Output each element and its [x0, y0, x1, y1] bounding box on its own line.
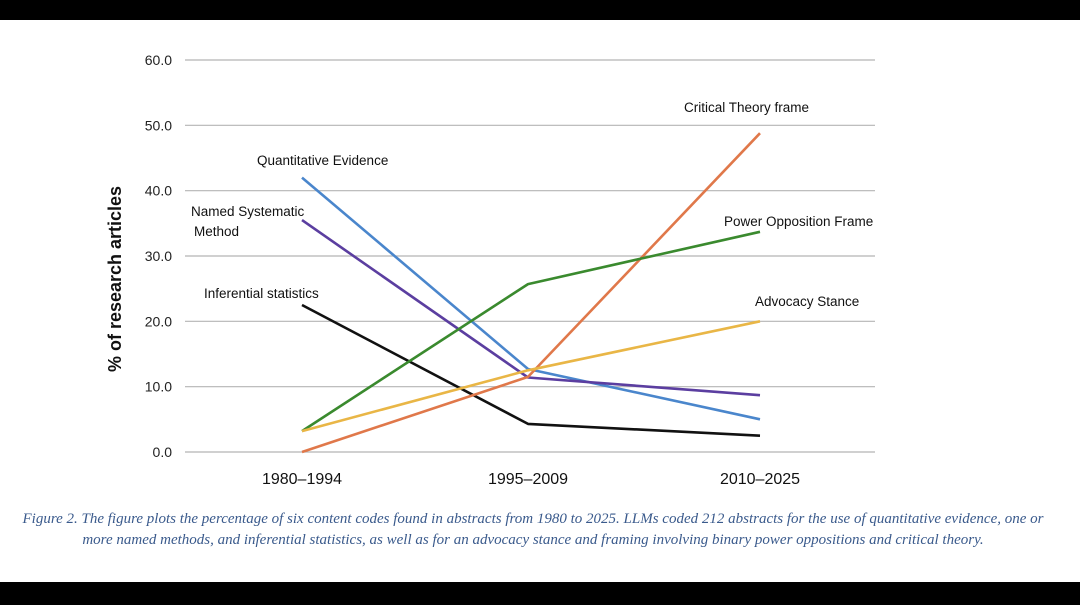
figure-caption: Figure 2. The figure plots the percentag… — [22, 511, 1044, 548]
y-axis-label: % of research articles — [105, 186, 125, 372]
line-chart: 0.0 10.0 20.0 30.0 40.0 50.0 60.0 1980–1994 199… — [105, 52, 875, 488]
x-category-label: 1980–1994 — [262, 471, 342, 488]
series-label: Advocacy Stance — [755, 294, 859, 309]
series-line — [301, 176, 761, 421]
figure-page: 0.0 10.0 20.0 30.0 40.0 50.0 60.0 1980–1994 199… — [0, 20, 1080, 582]
series-label: Quantitative Evidence — [257, 153, 388, 168]
y-tick-label: 60.0 — [145, 52, 172, 68]
series-label: Inferential statistics — [204, 286, 319, 301]
y-tick-label: 20.0 — [145, 313, 172, 329]
series-line — [301, 230, 761, 433]
series-label: Critical Theory frame — [684, 100, 809, 115]
y-tick-label: 30.0 — [145, 248, 172, 264]
x-category-label: 2010–2025 — [720, 471, 800, 488]
y-tick-label: 0.0 — [153, 444, 173, 460]
series-line — [301, 320, 761, 433]
series-line — [301, 303, 761, 437]
series-label: Named Systematic Method — [191, 204, 305, 239]
series-line — [301, 132, 761, 454]
y-tick-label: 10.0 — [145, 379, 172, 395]
x-category-label: 1995–2009 — [488, 471, 568, 488]
y-tick-label: 50.0 — [145, 117, 172, 133]
y-tick-label: 40.0 — [145, 183, 172, 199]
series-label: Power Opposition Frame — [724, 214, 873, 229]
